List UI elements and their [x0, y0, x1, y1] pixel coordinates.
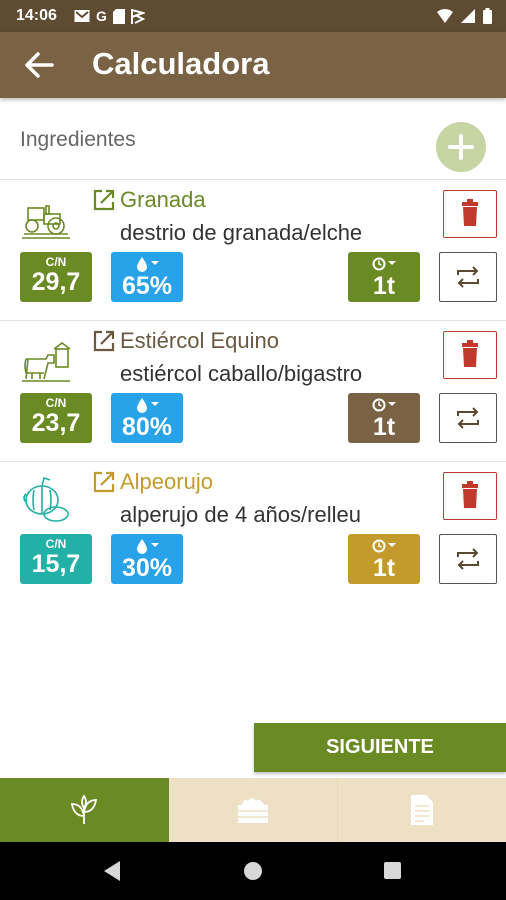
cn-label: C/N [45, 537, 67, 551]
tab-compost[interactable] [168, 778, 338, 842]
cn-value: 23,7 [31, 409, 81, 437]
app-bar: Calculadora [0, 32, 506, 98]
ingredient-name[interactable]: Alpeorujo [120, 469, 213, 494]
bottom-tab-bar [0, 778, 506, 842]
back-button[interactable] [20, 49, 60, 81]
battery-icon [483, 8, 492, 24]
delete-button[interactable] [443, 331, 497, 379]
document-icon [410, 795, 433, 825]
tab-ingredients[interactable] [0, 778, 169, 842]
quantity-value: 1t [372, 413, 396, 441]
system-home-button[interactable] [223, 842, 283, 900]
leaves-icon [71, 794, 98, 824]
weight-icon [348, 396, 420, 416]
tractor-icon [20, 192, 72, 244]
status-time: 14:06 [16, 7, 57, 24]
humidity-selector[interactable]: 30% [111, 534, 183, 584]
compost-bin-icon [238, 798, 268, 823]
google-icon: G [96, 8, 107, 24]
swap-button[interactable] [439, 534, 497, 584]
system-nav-bar [0, 842, 506, 900]
signal-icon [461, 9, 475, 23]
quantity-value: 1t [372, 554, 396, 582]
humidity-value: 65% [121, 272, 173, 300]
cn-ratio-badge: C/N 29,7 [20, 252, 92, 302]
page-title: Calculadora [92, 46, 270, 81]
status-bar: 14:06 G [0, 0, 506, 32]
ingredient-description: alperujo de 4 años/relleu [120, 502, 361, 527]
ingredient-card: Granada destrio de granada/elche C/N 29,… [0, 180, 506, 320]
recents-square-icon [384, 862, 401, 879]
cn-value: 29,7 [31, 268, 81, 296]
farm-animals-icon [20, 333, 72, 385]
status-system-icons [437, 8, 492, 24]
tab-report[interactable] [337, 778, 506, 842]
quantity-selector[interactable]: 1t [348, 534, 420, 584]
arrow-left-icon [25, 52, 54, 78]
cn-label: C/N [45, 396, 67, 410]
swap-button[interactable] [439, 393, 497, 443]
home-circle-icon [244, 862, 262, 880]
weight-icon [348, 255, 420, 275]
ingredient-card: Estiércol Equino estiércol caballo/bigas… [0, 321, 506, 461]
water-drop-icon [111, 396, 183, 416]
ingredient-description: estiércol caballo/bigastro [120, 361, 363, 386]
status-notification-icons: G [74, 8, 145, 24]
humidity-selector[interactable]: 80% [111, 393, 183, 443]
quantity-value: 1t [372, 272, 396, 300]
tab-separator [337, 778, 339, 842]
edit-icon[interactable] [92, 470, 116, 494]
back-triangle-icon [104, 861, 120, 881]
swap-icon [457, 407, 479, 429]
trash-icon [462, 340, 478, 367]
quantity-selector[interactable]: 1t [348, 252, 420, 302]
quantity-selector[interactable]: 1t [348, 393, 420, 443]
cn-label: C/N [45, 255, 67, 269]
wifi-icon [437, 9, 453, 23]
swap-icon [457, 548, 479, 570]
divider [0, 320, 506, 321]
cn-ratio-badge: C/N 23,7 [20, 393, 92, 443]
humidity-value: 30% [121, 554, 173, 582]
ingredient-description: destrio de granada/elche [120, 220, 363, 245]
trash-icon [462, 481, 478, 508]
divider [0, 461, 506, 462]
edit-icon[interactable] [92, 329, 116, 353]
section-title: Ingredientes [20, 128, 136, 151]
swap-icon [457, 266, 479, 288]
water-drop-icon [111, 255, 183, 275]
ingredient-card: Alpeorujo alperujo de 4 años/relleu C/N … [0, 462, 506, 602]
add-ingredient-button[interactable] [436, 122, 486, 172]
humidity-selector[interactable]: 65% [111, 252, 183, 302]
cast-icon [130, 8, 145, 24]
next-button[interactable]: SIGUIENTE [254, 723, 506, 772]
system-back-button[interactable] [82, 842, 142, 900]
divider [0, 179, 506, 180]
swap-button[interactable] [439, 252, 497, 302]
delete-button[interactable] [443, 472, 497, 520]
edit-icon[interactable] [92, 188, 116, 212]
fruit-vegetables-icon [20, 474, 72, 526]
ingredient-name[interactable]: Granada [120, 187, 206, 212]
cn-ratio-badge: C/N 15,7 [20, 534, 92, 584]
cn-value: 15,7 [31, 550, 81, 578]
sim-card-icon [112, 8, 125, 24]
system-recents-button[interactable] [363, 842, 423, 900]
gmail-icon [74, 10, 90, 22]
ingredient-name[interactable]: Estiércol Equino [120, 328, 279, 353]
weight-icon [348, 537, 420, 557]
delete-button[interactable] [443, 190, 497, 238]
trash-icon [462, 199, 478, 226]
water-drop-icon [111, 537, 183, 557]
humidity-value: 80% [121, 413, 173, 441]
